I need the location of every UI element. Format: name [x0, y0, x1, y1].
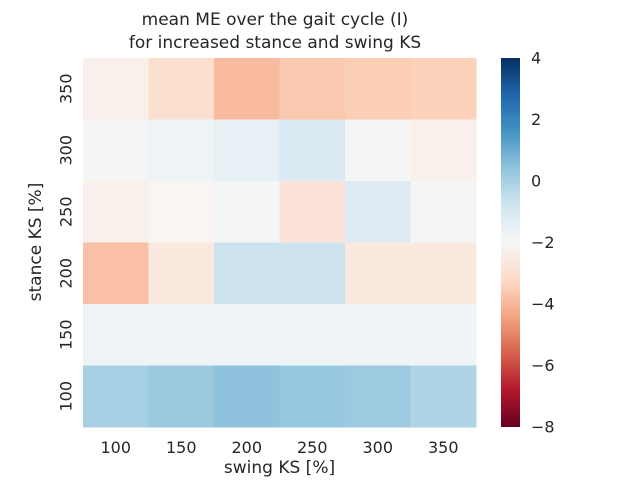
colorbar-tick-labels: 4 2 0 −2 −4 −6 −8: [531, 49, 555, 437]
y-tick-label: 200: [57, 258, 76, 289]
y-tick-labels: 350 300 250 200 150 100: [57, 73, 76, 411]
heatmap-cell: [410, 58, 477, 120]
heatmap-cell: [83, 181, 149, 243]
colorbar-tick-label: 4: [531, 49, 541, 68]
y-tick-label: 350: [57, 73, 76, 104]
heatmap-cells: [83, 58, 477, 428]
colorbar-tick-label: −2: [531, 233, 555, 252]
heatmap-cell: [410, 242, 477, 305]
heatmap-cell: [279, 58, 346, 120]
x-tick-label: 150: [166, 438, 197, 457]
y-axis-label: stance KS [%]: [26, 182, 46, 302]
y-tick-label: 300: [57, 135, 76, 166]
heatmap-cell: [410, 304, 477, 366]
chart-title-line-2: for increased stance and swing KS: [128, 33, 422, 53]
heatmap-cell: [410, 119, 477, 182]
heatmap-cell: [83, 242, 149, 305]
heatmap-cell: [410, 365, 477, 428]
heatmap-cell: [83, 58, 149, 120]
heatmap-cell: [345, 119, 411, 182]
heatmap-cell: [148, 365, 215, 428]
heatmap-cell: [410, 181, 477, 243]
heatmap-cell: [148, 119, 215, 182]
heatmap-cell: [148, 58, 215, 120]
heatmap-cell: [148, 242, 215, 305]
x-tick-label: 200: [231, 438, 262, 457]
heatmap-cell: [279, 242, 346, 305]
chart-title-line-1: mean ME over the gait cycle (I): [141, 10, 409, 30]
heatmap-cell: [345, 365, 411, 428]
heatmap-cell: [214, 181, 280, 243]
heatmap-cell: [214, 365, 280, 428]
heatmap-cell: [148, 181, 215, 243]
x-tick-labels: 100 150 200 250 300 350: [100, 438, 458, 457]
heatmap-cell: [279, 304, 346, 366]
colorbar: [501, 58, 520, 427]
heatmap-cell: [83, 365, 149, 428]
heatmap-cell: [279, 119, 346, 182]
heatmap-cell: [148, 304, 215, 366]
y-tick-label: 150: [57, 319, 76, 350]
heatmap-cell: [214, 58, 280, 120]
heatmap-cell: [345, 58, 411, 120]
x-tick-label: 350: [428, 438, 459, 457]
x-axis-label: swing KS [%]: [223, 458, 336, 478]
x-tick-label: 300: [362, 438, 393, 457]
x-tick-label: 100: [100, 438, 131, 457]
heatmap-cell: [214, 119, 280, 182]
y-tick-label: 250: [57, 196, 76, 227]
heatmap-cell: [214, 304, 280, 366]
colorbar-tick-label: 2: [531, 110, 541, 129]
heatmap-cell: [345, 242, 411, 305]
colorbar-tick-label: 0: [531, 172, 541, 191]
x-tick-label: 250: [297, 438, 328, 457]
heatmap-cell: [279, 365, 346, 428]
heatmap-cell: [345, 304, 411, 366]
heatmap-cell: [345, 181, 411, 243]
heatmap-cell: [279, 181, 346, 243]
y-tick-label: 100: [57, 381, 76, 412]
colorbar-tick-label: −4: [531, 295, 555, 314]
colorbar-tick-label: −6: [531, 356, 555, 375]
heatmap-cell: [83, 304, 149, 366]
heatmap-cell: [214, 242, 280, 305]
heatmap-cell: [83, 119, 149, 182]
colorbar-tick-label: −8: [531, 418, 555, 437]
